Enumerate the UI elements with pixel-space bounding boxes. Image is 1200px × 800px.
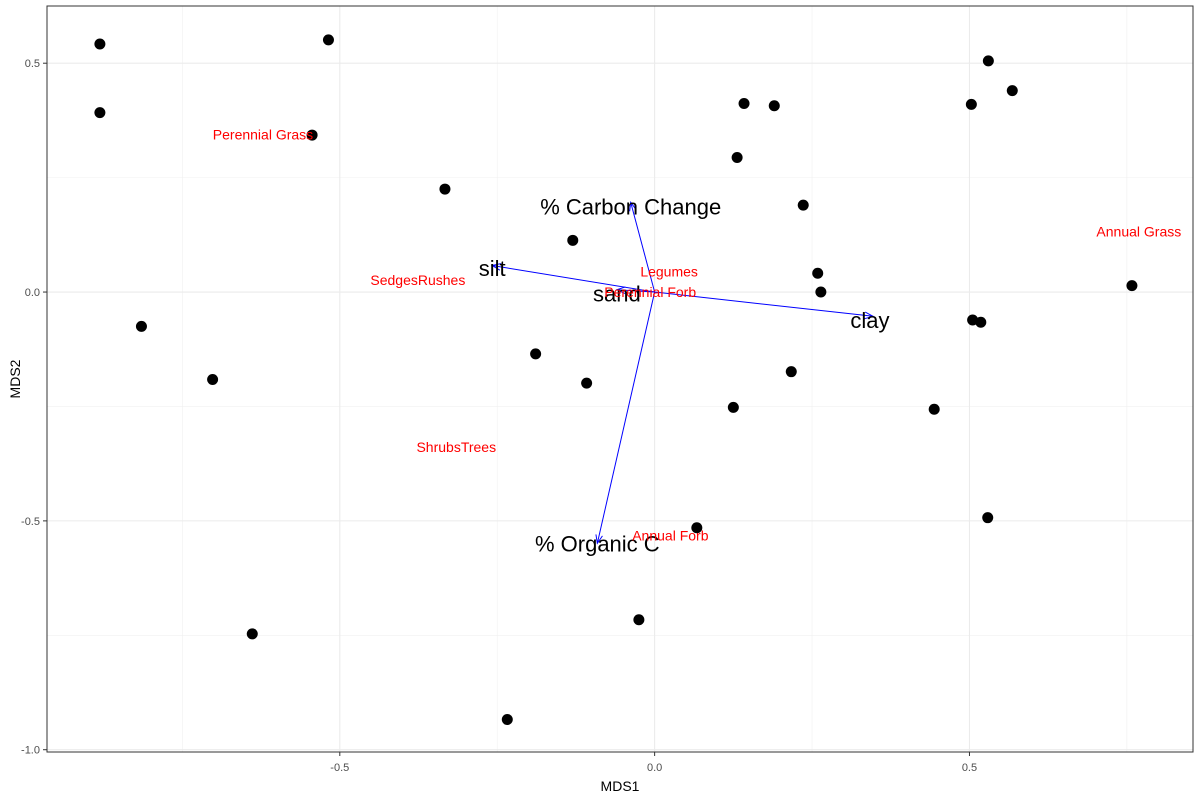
environmental-vectors [490,201,875,545]
species-label: Legumes [640,263,698,279]
site-point [246,628,258,640]
y-tick-label: -1.0 [21,745,40,757]
grid-lines [47,6,1193,752]
vector-label: % Organic C [535,531,660,556]
site-point [633,614,645,626]
site-point [530,348,542,360]
site-point [768,100,780,112]
y-axis-title: MDS2 [7,359,23,398]
site-points [94,34,1138,726]
site-point [785,366,797,378]
site-point [439,183,451,195]
species-label: Annual Grass [1096,224,1181,240]
vector-arrow [492,265,655,293]
vector-label: silt [479,256,506,281]
site-point [815,286,827,298]
site-point [982,512,994,524]
vector-labels: % Carbon Change silt sand clay % Organic C [479,194,890,556]
vector-arrow [596,291,656,544]
species-label: Perennial Grass [213,127,313,143]
site-point [581,377,593,389]
y-tick-label: -0.5 [21,516,40,528]
site-point [322,34,334,46]
vector-arrowhead [615,286,626,295]
site-point [207,373,219,385]
site-point [135,320,147,332]
site-point [1006,85,1018,97]
site-point [982,55,994,67]
vector-arrow [654,291,874,317]
site-point [94,38,106,50]
y-tick-label: 0.0 [25,287,40,299]
site-point [731,151,743,163]
vector-arrowhead [864,311,875,320]
site-point [1126,280,1138,292]
species-label: Perennial Forb [604,284,696,300]
x-tick-label: -0.5 [330,762,349,774]
site-point [975,316,987,328]
site-point [812,267,824,279]
site-point [727,401,739,413]
vector-arrowhead [629,201,637,212]
site-point [691,522,703,534]
site-point [94,107,106,119]
vector-label: clay [850,308,889,333]
vector-arrow [630,202,656,293]
vector-arrowhead [595,534,603,545]
x-axis-title: MDS1 [601,778,640,794]
x-tick-label: 0.0 [647,762,662,774]
site-point [928,403,940,415]
site-point [567,234,579,246]
species-label: Annual Forb [632,528,708,544]
site-point [501,714,513,726]
site-point [797,199,809,211]
vector-label: sand [593,281,641,306]
site-point [306,129,318,141]
vector-label: % Carbon Change [540,194,721,219]
y-tick-label: 0.5 [25,58,40,70]
axes: -0.5 0.0 0.5 0.5 0.0 -0.5 -1.0 [21,58,977,774]
species-label: SedgesRushes [370,272,465,288]
panel-border [46,5,1194,753]
species-label: ShrubsTrees [416,439,496,455]
vector-arrowhead [490,263,502,271]
vector-arrow [616,289,655,293]
panel-background [47,6,1193,752]
site-point [738,97,750,109]
site-point [965,98,977,110]
x-tick-label: 0.5 [962,762,977,774]
species-labels: Perennial Grass Annual Grass SedgesRushes L… [213,127,1181,544]
